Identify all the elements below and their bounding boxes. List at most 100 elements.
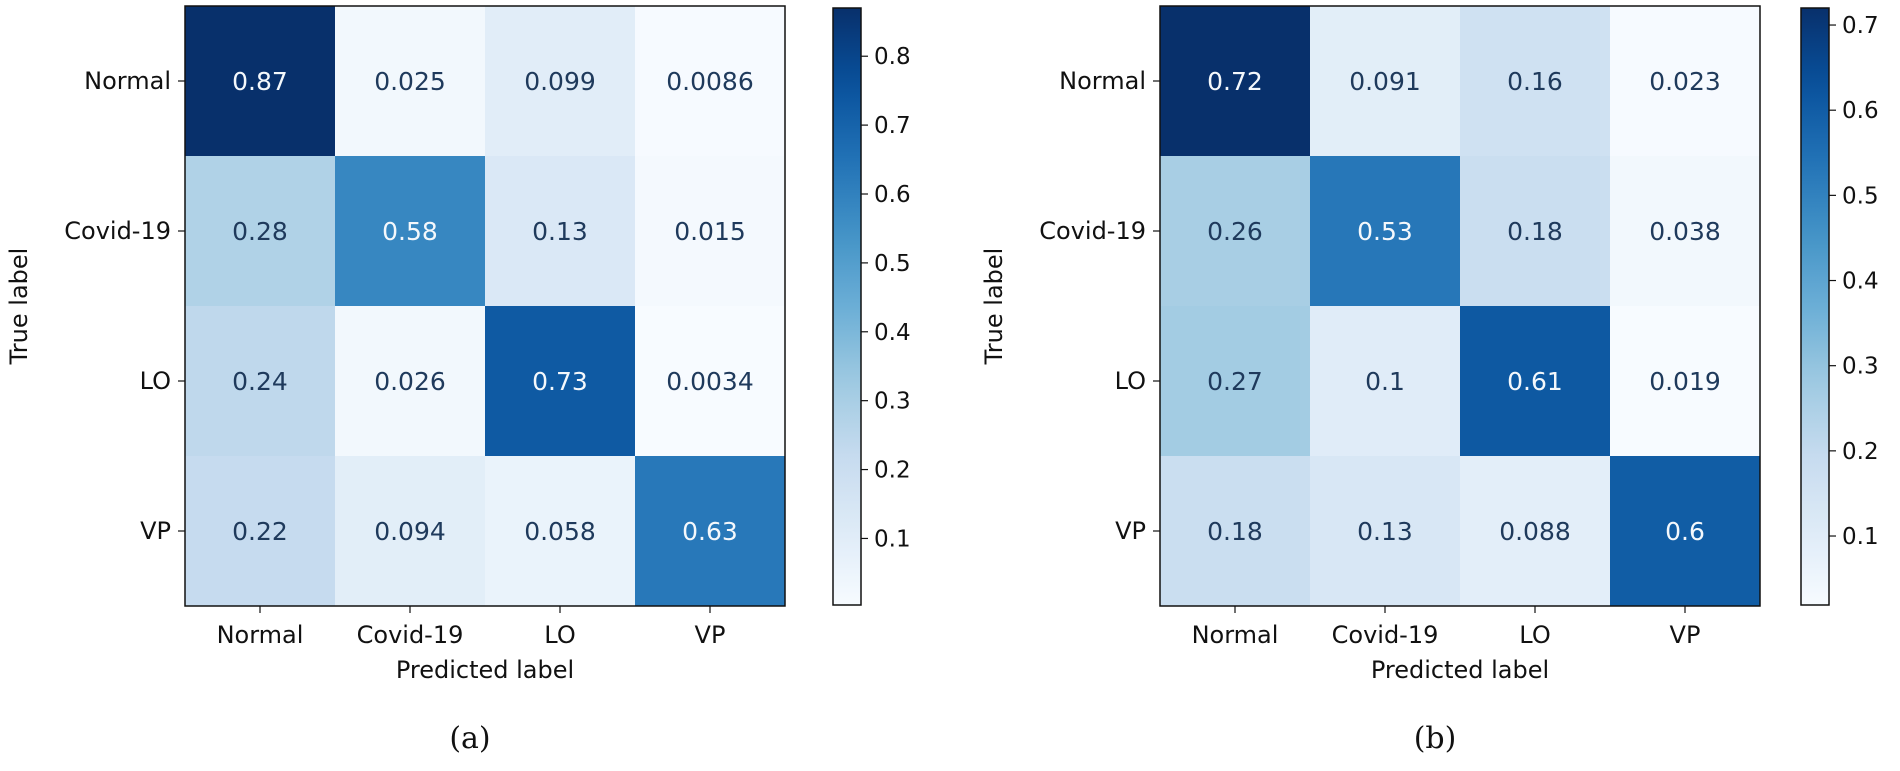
x-tick-label: LO (544, 621, 575, 649)
heatmap-cell (635, 306, 785, 456)
cell-value-label: 0.27 (1207, 367, 1263, 396)
cell-value-label: 0.025 (374, 67, 446, 96)
colorbar-tick-label: 0.5 (874, 251, 911, 277)
heatmap-cell (1160, 6, 1310, 156)
heatmap-cell (335, 6, 485, 156)
cell-value-label: 0.023 (1649, 67, 1721, 96)
cell-value-label: 0.0086 (666, 67, 753, 96)
colorbar-tick-label: 0.4 (874, 320, 911, 346)
y-tick-label: Covid-19 (1039, 217, 1146, 245)
colorbar-tick-label: 0.2 (1842, 439, 1879, 465)
cell-value-label: 0.019 (1649, 367, 1721, 396)
cell-value-label: 0.026 (374, 367, 446, 396)
heatmap-cell (1460, 306, 1610, 456)
cell-value-label: 0.16 (1507, 67, 1563, 96)
confusion-matrix-b: 0.72 0.091 0.16 0.023 0.26 0.53 0.18 0.038 0.27 0… (980, 5, 1879, 756)
cell-value-label: 0.13 (1357, 517, 1413, 546)
y-tick-label: LO (140, 367, 171, 395)
x-tick-label: VP (695, 621, 726, 649)
colorbar (832, 7, 862, 606)
subfigure-caption: (b) (1414, 721, 1457, 756)
heatmap-cell (635, 456, 785, 606)
cell-value-label: 0.28 (232, 217, 288, 246)
heatmap-cell (485, 456, 635, 606)
x-tick-label: Normal (1192, 621, 1279, 649)
cell-value-label: 0.015 (674, 217, 746, 246)
cell-value-label: 0.24 (232, 367, 288, 396)
cell-value-label: 0.088 (1499, 517, 1571, 546)
cell-value-label: 0.61 (1507, 367, 1563, 396)
heatmap-cell (1460, 156, 1610, 306)
cell-value-label: 0.094 (374, 517, 446, 546)
y-tick-label: LO (1115, 367, 1146, 395)
colorbar-tick-label: 0.5 (1842, 183, 1879, 209)
cell-value-label: 0.53 (1357, 217, 1413, 246)
heatmap-cell (185, 306, 335, 456)
x-tick-label: Covid-19 (357, 621, 464, 649)
heatmap-cell (485, 156, 635, 306)
confusion-matrix-a: 0.87 0.025 0.099 0.0086 0.28 0.58 0.13 0.015 0.2… (5, 5, 911, 756)
heatmap-cell (1610, 6, 1760, 156)
heatmap-cell (485, 6, 635, 156)
heatmap-cell (335, 456, 485, 606)
cell-value-label: 0.038 (1649, 217, 1721, 246)
heatmap-cell (485, 306, 635, 456)
heatmap-cell (1610, 456, 1760, 606)
cell-value-label: 0.058 (524, 517, 596, 546)
colorbar-tick-label: 0.3 (874, 389, 911, 415)
colorbar-tick-label: 0.1 (874, 526, 911, 552)
heatmap-cell (1160, 306, 1310, 456)
cell-value-label: 0.22 (232, 517, 288, 546)
heatmap-cell (635, 156, 785, 306)
heatmap-cell (185, 456, 335, 606)
x-axis-label: Predicted label (1371, 656, 1549, 684)
colorbar-tick-label: 0.8 (874, 44, 911, 70)
x-tick-label: LO (1519, 621, 1550, 649)
heatmap-cell (1310, 456, 1460, 606)
heatmap-cell (1610, 306, 1760, 456)
y-tick-label: Covid-19 (64, 217, 171, 245)
cell-value-label: 0.099 (524, 67, 596, 96)
cell-value-label: 0.63 (682, 517, 738, 546)
colorbar-tick-label: 0.3 (1842, 354, 1879, 380)
y-axis-label: True label (5, 248, 33, 366)
colorbar-tick-label: 0.1 (1842, 524, 1879, 550)
x-tick-label: VP (1670, 621, 1701, 649)
y-tick-label: VP (1115, 517, 1146, 545)
colorbar-tick-label: 0.6 (1842, 98, 1879, 124)
cell-value-label: 0.0034 (666, 367, 753, 396)
cell-value-label: 0.6 (1665, 517, 1705, 546)
cell-value-label: 0.58 (382, 217, 438, 246)
heatmap-cell (185, 156, 335, 306)
colorbar (1800, 7, 1830, 606)
cell-value-label: 0.73 (532, 367, 588, 396)
colorbar-tick-label: 0.6 (874, 182, 911, 208)
x-tick-label: Covid-19 (1332, 621, 1439, 649)
heatmap-cell (635, 6, 785, 156)
heatmap-cell (335, 306, 485, 456)
cell-value-label: 0.1 (1365, 367, 1405, 396)
x-axis-label: Predicted label (396, 656, 574, 684)
x-tick-label: Normal (217, 621, 304, 649)
heatmap-cell (1160, 156, 1310, 306)
cell-value-label: 0.26 (1207, 217, 1263, 246)
heatmap-cell (1310, 6, 1460, 156)
cell-value-label: 0.87 (232, 67, 288, 96)
cell-value-label: 0.18 (1507, 217, 1563, 246)
y-tick-label: VP (140, 517, 171, 545)
cell-value-label: 0.18 (1207, 517, 1263, 546)
heatmap-cell (1610, 156, 1760, 306)
cell-value-label: 0.72 (1207, 67, 1263, 96)
y-tick-label: Normal (84, 67, 171, 95)
colorbar-tick-label: 0.7 (874, 113, 911, 139)
colorbar-tick-label: 0.7 (1842, 13, 1879, 39)
heatmap-cell (1160, 456, 1310, 606)
cell-value-label: 0.091 (1349, 67, 1421, 96)
heatmap-cell (1310, 306, 1460, 456)
colorbar-tick-label: 0.2 (874, 458, 911, 484)
y-axis-label: True label (980, 248, 1008, 366)
heatmap-cell (1460, 6, 1610, 156)
heatmap-cell (185, 6, 335, 156)
